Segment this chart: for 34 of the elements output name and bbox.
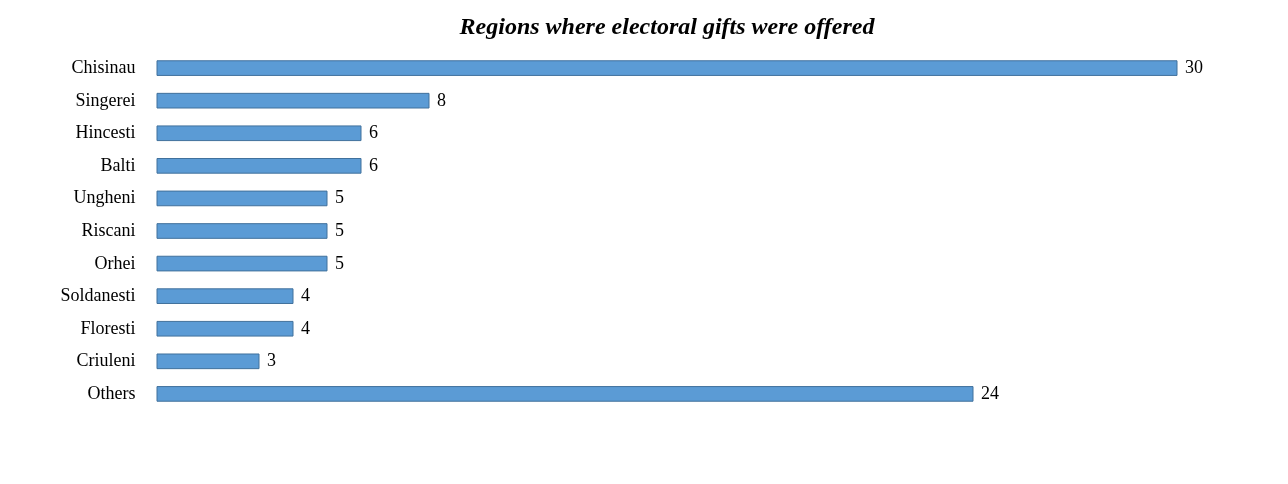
y-tick-label: Ungheni — [73, 187, 136, 208]
bar — [156, 125, 362, 142]
data-label: 3 — [267, 350, 276, 371]
y-tick-label: Chisinau — [71, 57, 136, 78]
y-tick-label: Others — [87, 382, 136, 403]
data-label: 4 — [301, 285, 310, 306]
bar — [156, 190, 328, 207]
bar — [156, 386, 974, 402]
bar — [156, 255, 328, 272]
data-label: 5 — [335, 187, 344, 208]
data-label: 30 — [1185, 57, 1203, 78]
y-tick-label: Riscani — [81, 220, 136, 240]
bar — [156, 288, 294, 304]
y-tick-label: Orhei — [94, 252, 136, 273]
y-tick-label: Criuleni — [76, 350, 136, 371]
bar — [156, 158, 362, 174]
y-tick-label: Hincesti — [75, 122, 136, 143]
data-label: 8 — [437, 89, 446, 110]
data-label: 5 — [335, 252, 344, 273]
bar — [156, 92, 430, 109]
y-tick-label: Soldanesti — [60, 285, 136, 306]
data-label: 4 — [301, 317, 310, 338]
data-label: 24 — [981, 382, 999, 403]
bar — [156, 60, 1178, 76]
data-label: 6 — [369, 122, 378, 143]
bar — [156, 353, 260, 370]
y-tick-label: Floresti — [80, 317, 136, 338]
chart-title: Regions where electoral gifts were offered — [458, 13, 876, 39]
y-tick-label: Balti — [100, 154, 136, 175]
bar — [156, 320, 294, 337]
data-label: 5 — [335, 220, 344, 240]
data-label: 6 — [369, 154, 378, 175]
bar — [156, 223, 328, 239]
y-tick-label: Singerei — [75, 89, 136, 110]
